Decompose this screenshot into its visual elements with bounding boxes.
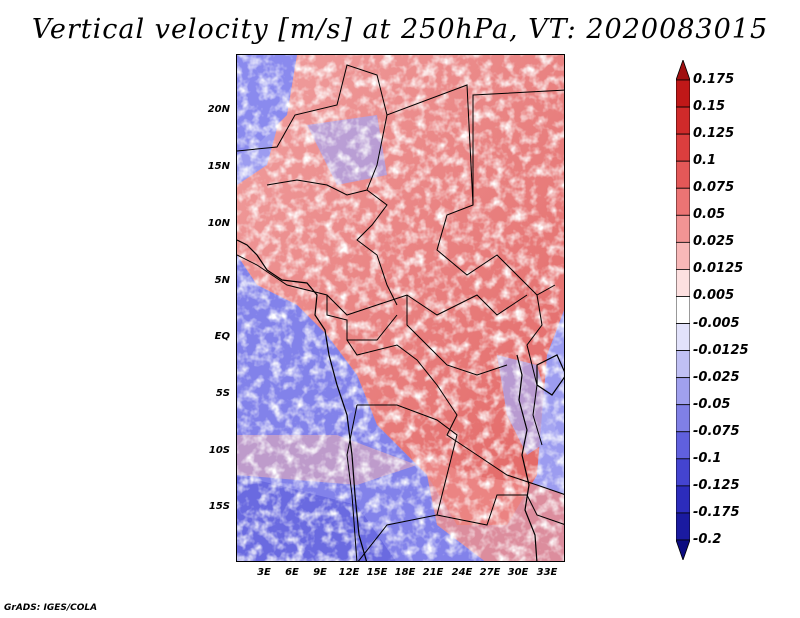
colorbar-level-label: -0.025 [693, 369, 740, 385]
colorbar-segment [676, 512, 690, 541]
lat-label-20n: 20N [207, 104, 230, 115]
map-panel[interactable] [236, 54, 565, 562]
colorbar-segment [676, 133, 690, 162]
lon-label-15e: 15E [366, 567, 388, 578]
field-texture [237, 55, 564, 561]
lon-label-33e: 33E [536, 567, 558, 578]
grads-credit: GrADS: IGES/COLA [4, 603, 98, 613]
colorbar-segment [676, 241, 690, 270]
colorbar [676, 60, 690, 560]
colorbar-segment [676, 106, 690, 135]
colorbar-segment [676, 296, 690, 324]
lat-label-10n: 10N [207, 218, 230, 229]
lon-label-30e: 30E [507, 567, 529, 578]
colorbar-level-label: 0.025 [693, 234, 735, 250]
colorbar-level-label: -0.2 [693, 532, 722, 547]
colorbar-segment [676, 269, 690, 297]
chart-title: Vertical velocity [m/s] at 250hPa, VT: 2… [31, 14, 769, 45]
lon-label-24e: 24E [451, 567, 473, 578]
colorbar-segment [676, 187, 690, 216]
lon-label-21e: 21E [422, 567, 444, 578]
colorbar-segment [676, 377, 690, 406]
colorbar-segment [676, 323, 690, 351]
colorbar-level-label: 0.075 [693, 180, 735, 196]
lat-label-5s: 5S [215, 388, 230, 399]
colorbar-level-label: 0.15 [693, 99, 726, 115]
lon-label-9e: 9E [313, 567, 327, 578]
colorbar-level-label: -0.175 [693, 504, 740, 520]
lat-label-eq: EQ [214, 331, 230, 342]
colorbar-top-triangle [676, 60, 690, 81]
colorbar-segment [676, 350, 690, 379]
colorbar-level-label: 0.125 [693, 126, 735, 142]
colorbar-level-label: 0.0125 [693, 261, 744, 277]
colorbar-level-label: 0.05 [693, 207, 726, 223]
colorbar-level-label: -0.075 [693, 423, 740, 439]
colorbar-level-label: 0.175 [693, 72, 735, 87]
lat-label-5n: 5N [214, 275, 230, 286]
colorbar-level-label: 0.1 [693, 153, 717, 169]
velocity-field [237, 55, 564, 561]
colorbar-level-label: -0.0125 [693, 342, 749, 358]
country-borders [237, 64, 564, 561]
colorbar-segment [676, 79, 690, 108]
coastline [237, 239, 564, 561]
colorbar-segment [676, 485, 690, 514]
lon-label-12e: 12E [338, 567, 360, 578]
lat-label-15n: 15N [207, 161, 230, 172]
colorbar-bottom-triangle [676, 539, 690, 560]
lat-label-10s: 10S [208, 445, 230, 456]
colorbar-level-label: 0.005 [693, 288, 735, 304]
colorbar-level-label: -0.005 [693, 315, 740, 331]
colorbar-segment [676, 160, 690, 189]
lat-label-15s: 15S [208, 501, 230, 512]
lon-label-27e: 27E [479, 567, 501, 578]
colorbar-segment [676, 431, 690, 460]
lon-label-3e: 3E [257, 567, 271, 578]
colorbar-level-label: -0.125 [693, 477, 740, 493]
colorbar-segment [676, 214, 690, 243]
lon-label-18e: 18E [394, 567, 416, 578]
colorbar-level-label: -0.1 [693, 450, 722, 466]
colorbar-level-label: -0.05 [693, 396, 731, 412]
colorbar-segment [676, 404, 690, 433]
colorbar-segment [676, 458, 690, 487]
lon-label-6e: 6E [285, 567, 299, 578]
